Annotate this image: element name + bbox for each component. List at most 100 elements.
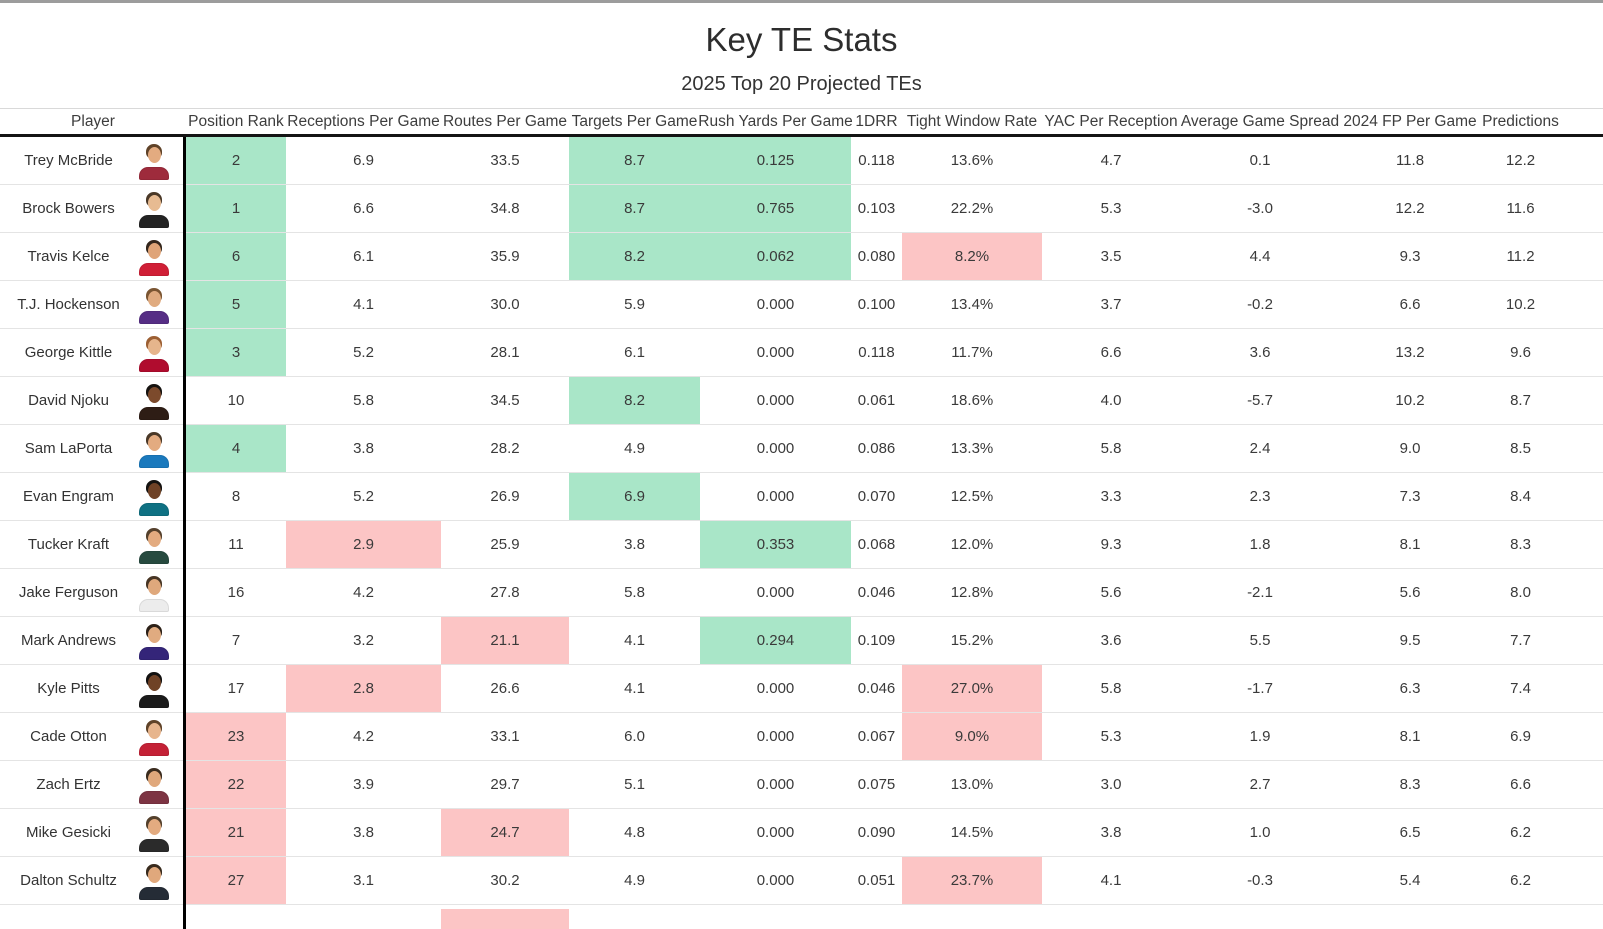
player-cell: Jake Ferguson [0, 569, 186, 616]
column-header-routes-per-game: Routes Per Game [442, 112, 568, 130]
player-cell: Sam LaPorta [0, 425, 186, 472]
cell-value: 4.0 [1100, 392, 1122, 409]
player-name: Kyle Pitts [37, 680, 100, 697]
cell-value: 2.8 [353, 680, 374, 697]
cell-predictions: 6.2 [1480, 857, 1561, 904]
player-cell: Mark Andrews [0, 617, 186, 664]
cell-yac-per-reception: 6.6 [1042, 329, 1180, 376]
player-name-wrap: David Njoku [0, 392, 137, 409]
cell-predictions: 7.4 [1480, 665, 1561, 712]
cell-value: 0.353 [756, 536, 795, 553]
cell-2024-fp-per-game: 9.5 [1340, 617, 1480, 664]
avatar-jersey [139, 838, 169, 852]
cell-position-rank: 3 [186, 329, 286, 376]
cell-value: 4.9 [624, 440, 645, 457]
cell-routes-per-game: 26.6 [441, 665, 569, 712]
cell-predictions: 12.2 [1480, 137, 1561, 184]
player-name-wrap: Travis Kelce [0, 248, 137, 265]
cell-average-game-spread: 2.3 [1180, 473, 1340, 520]
cell-rush-yards-per-game: 0.125 [700, 137, 851, 184]
cell-value: 26.9 [490, 488, 520, 505]
cell-value: 5.2 [353, 488, 374, 505]
cell-value: 6.2 [1510, 872, 1531, 889]
avatar-jersey [139, 166, 169, 180]
cell-1drr: 0.109 [851, 617, 902, 664]
cell-predictions: 8.3 [1480, 521, 1561, 568]
player-name: Cade Otton [30, 728, 107, 745]
table-row: Trey McBride 2 6.9 33.5 8.7 0.125 0.118 13.6% 4.… [0, 137, 1603, 185]
player-cell: Brock Bowers [0, 185, 186, 232]
cell-value: 9.0% [954, 728, 990, 745]
cell-yac-per-reception: 3.8 [1042, 809, 1180, 856]
column-header-position-rank: Position Rank [188, 112, 284, 130]
cell-value: 0.294 [756, 632, 795, 649]
cell-value: 3.2 [353, 632, 374, 649]
cell-yac-per-reception: 9.3 [1042, 521, 1180, 568]
cell-receptions-per-game: 3.1 [286, 857, 441, 904]
cell-1drr: 0.118 [851, 137, 902, 184]
cell-value: 5.8 [1100, 680, 1122, 697]
cell-value: 0.103 [857, 200, 896, 217]
cell-value: 30.0 [490, 296, 520, 313]
cell-value: 7.7 [1510, 632, 1531, 649]
cell-2024-fp-per-game: 6.3 [1340, 665, 1480, 712]
cell-value: 22 [227, 776, 245, 793]
cell-value: 4.9 [624, 872, 645, 889]
cell-tight-window-rate: 12.8% [902, 569, 1042, 616]
cell-position-rank: 7 [186, 617, 286, 664]
player-cell: Mike Gesicki [0, 809, 186, 856]
player-avatar [137, 862, 171, 900]
cell-1drr: 0.090 [851, 809, 902, 856]
cell-yac-per-reception: 5.8 [1042, 665, 1180, 712]
cell-routes-per-game: 27.8 [441, 569, 569, 616]
partial-next-row [0, 905, 1603, 929]
player-cell: Evan Engram [0, 473, 186, 520]
cell-average-game-spread: -0.3 [1180, 857, 1340, 904]
avatar-jersey [139, 454, 169, 468]
cell-value: 0.100 [857, 296, 896, 313]
cell-value: 0.765 [756, 200, 795, 217]
cell-value: 6.1 [624, 344, 645, 361]
player-cell: T.J. Hockenson [0, 281, 186, 328]
cell-targets-per-game: 4.9 [569, 857, 700, 904]
cell-value: 6.5 [1399, 824, 1421, 841]
cell-tight-window-rate: 11.7% [902, 329, 1042, 376]
cell-rush-yards-per-game: 0.062 [700, 233, 851, 280]
cell-value: 23 [227, 728, 245, 745]
cell-yac-per-reception: 5.3 [1042, 713, 1180, 760]
cell-value: 28.2 [490, 440, 520, 457]
avatar-face [147, 530, 161, 547]
cell-predictions: 8.7 [1480, 377, 1561, 424]
cell-value: 3.7 [1100, 296, 1122, 313]
cell-average-game-spread: 1.8 [1180, 521, 1340, 568]
player-avatar [137, 238, 171, 276]
cell-value: 12.5% [950, 488, 994, 505]
cell-value: 0.000 [756, 296, 795, 313]
avatar-face [147, 818, 161, 835]
avatar-jersey [139, 358, 169, 372]
cell-position-rank: 8 [186, 473, 286, 520]
cell-value: 5.3 [1100, 728, 1122, 745]
cell-position-rank: 27 [186, 857, 286, 904]
cell-value: 21.1 [490, 632, 520, 649]
cell-value: 27.0% [950, 680, 994, 697]
cell-routes-per-game: 30.0 [441, 281, 569, 328]
cell-value: -3.0 [1247, 200, 1273, 217]
cell-1drr: 0.070 [851, 473, 902, 520]
player-avatar [137, 670, 171, 708]
cell-2024-fp-per-game: 8.1 [1340, 713, 1480, 760]
cell-2024-fp-per-game: 9.0 [1340, 425, 1480, 472]
avatar-jersey [139, 790, 169, 804]
cell-targets-per-game: 8.2 [569, 377, 700, 424]
player-cell: Travis Kelce [0, 233, 186, 280]
avatar-face [147, 482, 161, 499]
player-avatar [137, 334, 171, 372]
cell-value: 7.3 [1399, 488, 1421, 505]
cell-value: 3.6 [1249, 344, 1271, 361]
cell-value: 0.000 [756, 488, 795, 505]
cell-value: 27 [227, 872, 245, 889]
cell-value: 6.9 [624, 488, 645, 505]
column-header-predictions: Predictions [1482, 112, 1559, 130]
cell-value: 12.0% [950, 536, 994, 553]
cell-value: 5.5 [1249, 632, 1271, 649]
